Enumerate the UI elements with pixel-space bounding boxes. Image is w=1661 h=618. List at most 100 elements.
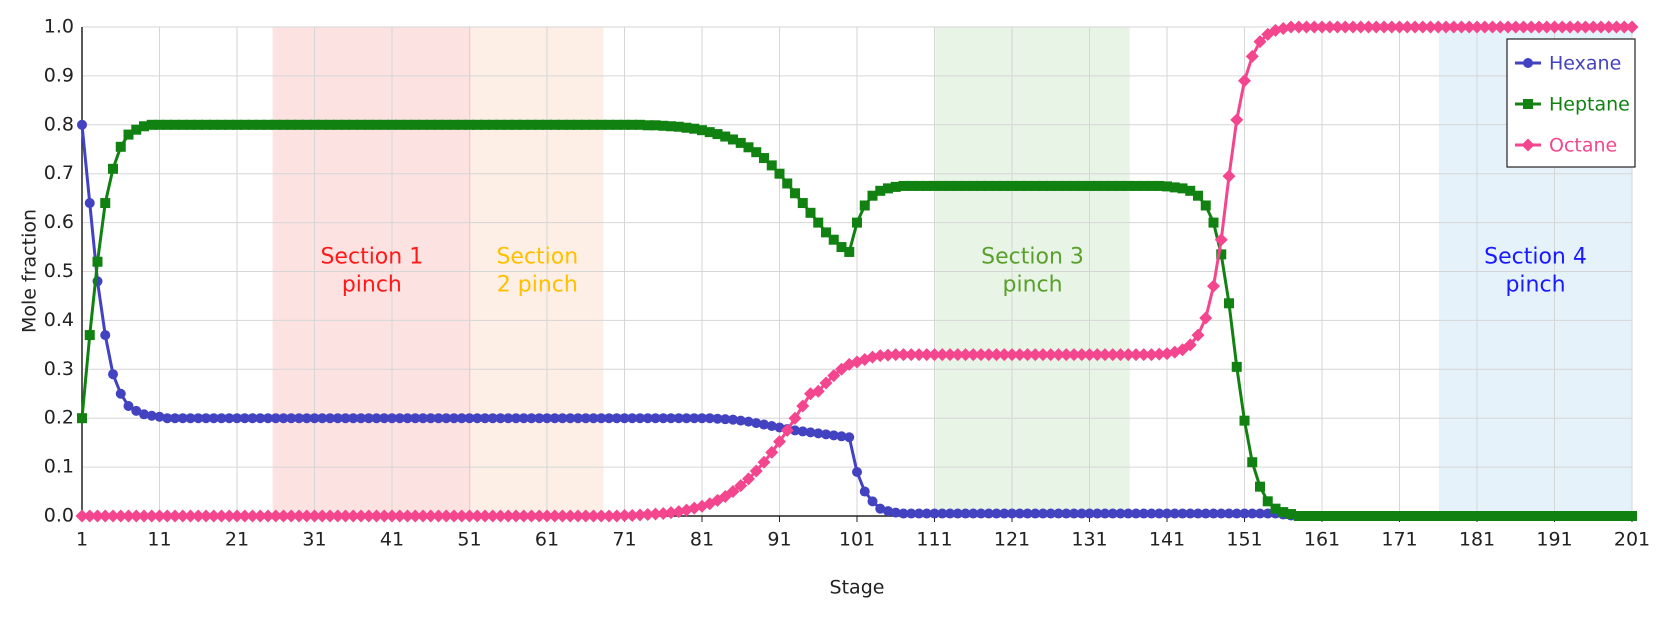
marker bbox=[340, 413, 351, 424]
marker bbox=[1169, 508, 1180, 519]
marker bbox=[356, 413, 366, 424]
marker bbox=[1052, 348, 1065, 362]
marker bbox=[704, 413, 715, 424]
marker bbox=[1185, 185, 1196, 196]
marker bbox=[340, 119, 351, 130]
marker bbox=[1067, 348, 1081, 362]
marker bbox=[1610, 20, 1623, 34]
marker bbox=[263, 119, 273, 130]
marker bbox=[1464, 511, 1475, 521]
marker bbox=[1208, 217, 1219, 228]
marker bbox=[463, 509, 476, 523]
marker bbox=[503, 119, 514, 130]
marker bbox=[1385, 20, 1399, 34]
marker bbox=[625, 509, 639, 523]
x-tick-label: 141 bbox=[1149, 529, 1185, 551]
marker bbox=[1061, 508, 1072, 519]
marker bbox=[937, 180, 948, 191]
marker bbox=[952, 180, 963, 191]
marker bbox=[363, 413, 374, 424]
marker bbox=[859, 200, 870, 211]
marker bbox=[1061, 180, 1072, 191]
marker bbox=[650, 413, 661, 424]
marker bbox=[1030, 508, 1041, 519]
marker bbox=[1439, 20, 1453, 34]
marker bbox=[1045, 508, 1056, 519]
marker bbox=[356, 119, 366, 130]
marker bbox=[821, 429, 831, 440]
marker bbox=[1245, 49, 1259, 63]
marker bbox=[518, 119, 529, 130]
marker bbox=[875, 503, 886, 514]
x-tick-label: 11 bbox=[147, 529, 171, 551]
marker bbox=[154, 119, 165, 130]
marker bbox=[898, 180, 909, 191]
marker bbox=[487, 119, 498, 130]
marker bbox=[1100, 180, 1110, 191]
marker bbox=[976, 180, 986, 191]
marker bbox=[1386, 511, 1397, 521]
marker bbox=[658, 413, 669, 424]
marker bbox=[681, 413, 692, 424]
marker bbox=[207, 509, 221, 523]
marker bbox=[883, 506, 893, 517]
marker bbox=[193, 413, 204, 424]
marker bbox=[224, 413, 235, 424]
marker bbox=[184, 509, 197, 523]
marker bbox=[1307, 20, 1321, 34]
marker bbox=[216, 413, 227, 424]
marker bbox=[114, 509, 128, 523]
marker bbox=[563, 509, 577, 523]
marker bbox=[1594, 20, 1608, 34]
marker bbox=[1115, 508, 1126, 519]
marker bbox=[712, 413, 723, 424]
marker bbox=[881, 348, 895, 362]
marker bbox=[1447, 20, 1461, 34]
marker bbox=[108, 163, 118, 174]
marker bbox=[883, 183, 893, 194]
marker bbox=[689, 123, 700, 134]
series bbox=[77, 119, 1637, 521]
marker bbox=[518, 413, 529, 424]
marker bbox=[1410, 511, 1420, 521]
x-tick-label: 101 bbox=[839, 529, 875, 551]
marker bbox=[875, 185, 886, 196]
marker bbox=[425, 119, 436, 130]
marker bbox=[495, 413, 506, 424]
marker bbox=[501, 509, 515, 523]
marker bbox=[1207, 279, 1220, 293]
marker bbox=[1076, 508, 1087, 519]
marker bbox=[145, 509, 159, 523]
marker bbox=[999, 180, 1010, 191]
marker bbox=[534, 413, 545, 424]
x-tick-label: 61 bbox=[535, 529, 559, 551]
marker bbox=[712, 129, 723, 140]
marker bbox=[604, 119, 614, 130]
marker bbox=[394, 413, 405, 424]
marker bbox=[286, 119, 297, 130]
marker bbox=[332, 119, 343, 130]
marker bbox=[418, 119, 428, 130]
y-tick-label: 0.2 bbox=[44, 407, 74, 429]
marker bbox=[1253, 35, 1267, 49]
marker bbox=[478, 509, 492, 523]
marker bbox=[1121, 348, 1135, 362]
marker bbox=[456, 413, 467, 424]
marker bbox=[371, 413, 382, 424]
marker bbox=[270, 119, 281, 130]
marker bbox=[1431, 20, 1445, 34]
marker bbox=[1363, 511, 1374, 521]
marker bbox=[1332, 511, 1343, 521]
x-tick-label: 51 bbox=[457, 529, 481, 551]
marker bbox=[828, 234, 839, 245]
marker bbox=[619, 413, 630, 424]
marker bbox=[394, 119, 405, 130]
marker bbox=[765, 445, 779, 459]
y-tick-label: 0.4 bbox=[44, 309, 74, 331]
marker bbox=[1214, 233, 1228, 247]
marker bbox=[1038, 508, 1048, 519]
marker bbox=[790, 188, 800, 199]
marker bbox=[627, 413, 638, 424]
marker bbox=[991, 508, 1002, 519]
region-label: Section 1 bbox=[320, 245, 423, 270]
